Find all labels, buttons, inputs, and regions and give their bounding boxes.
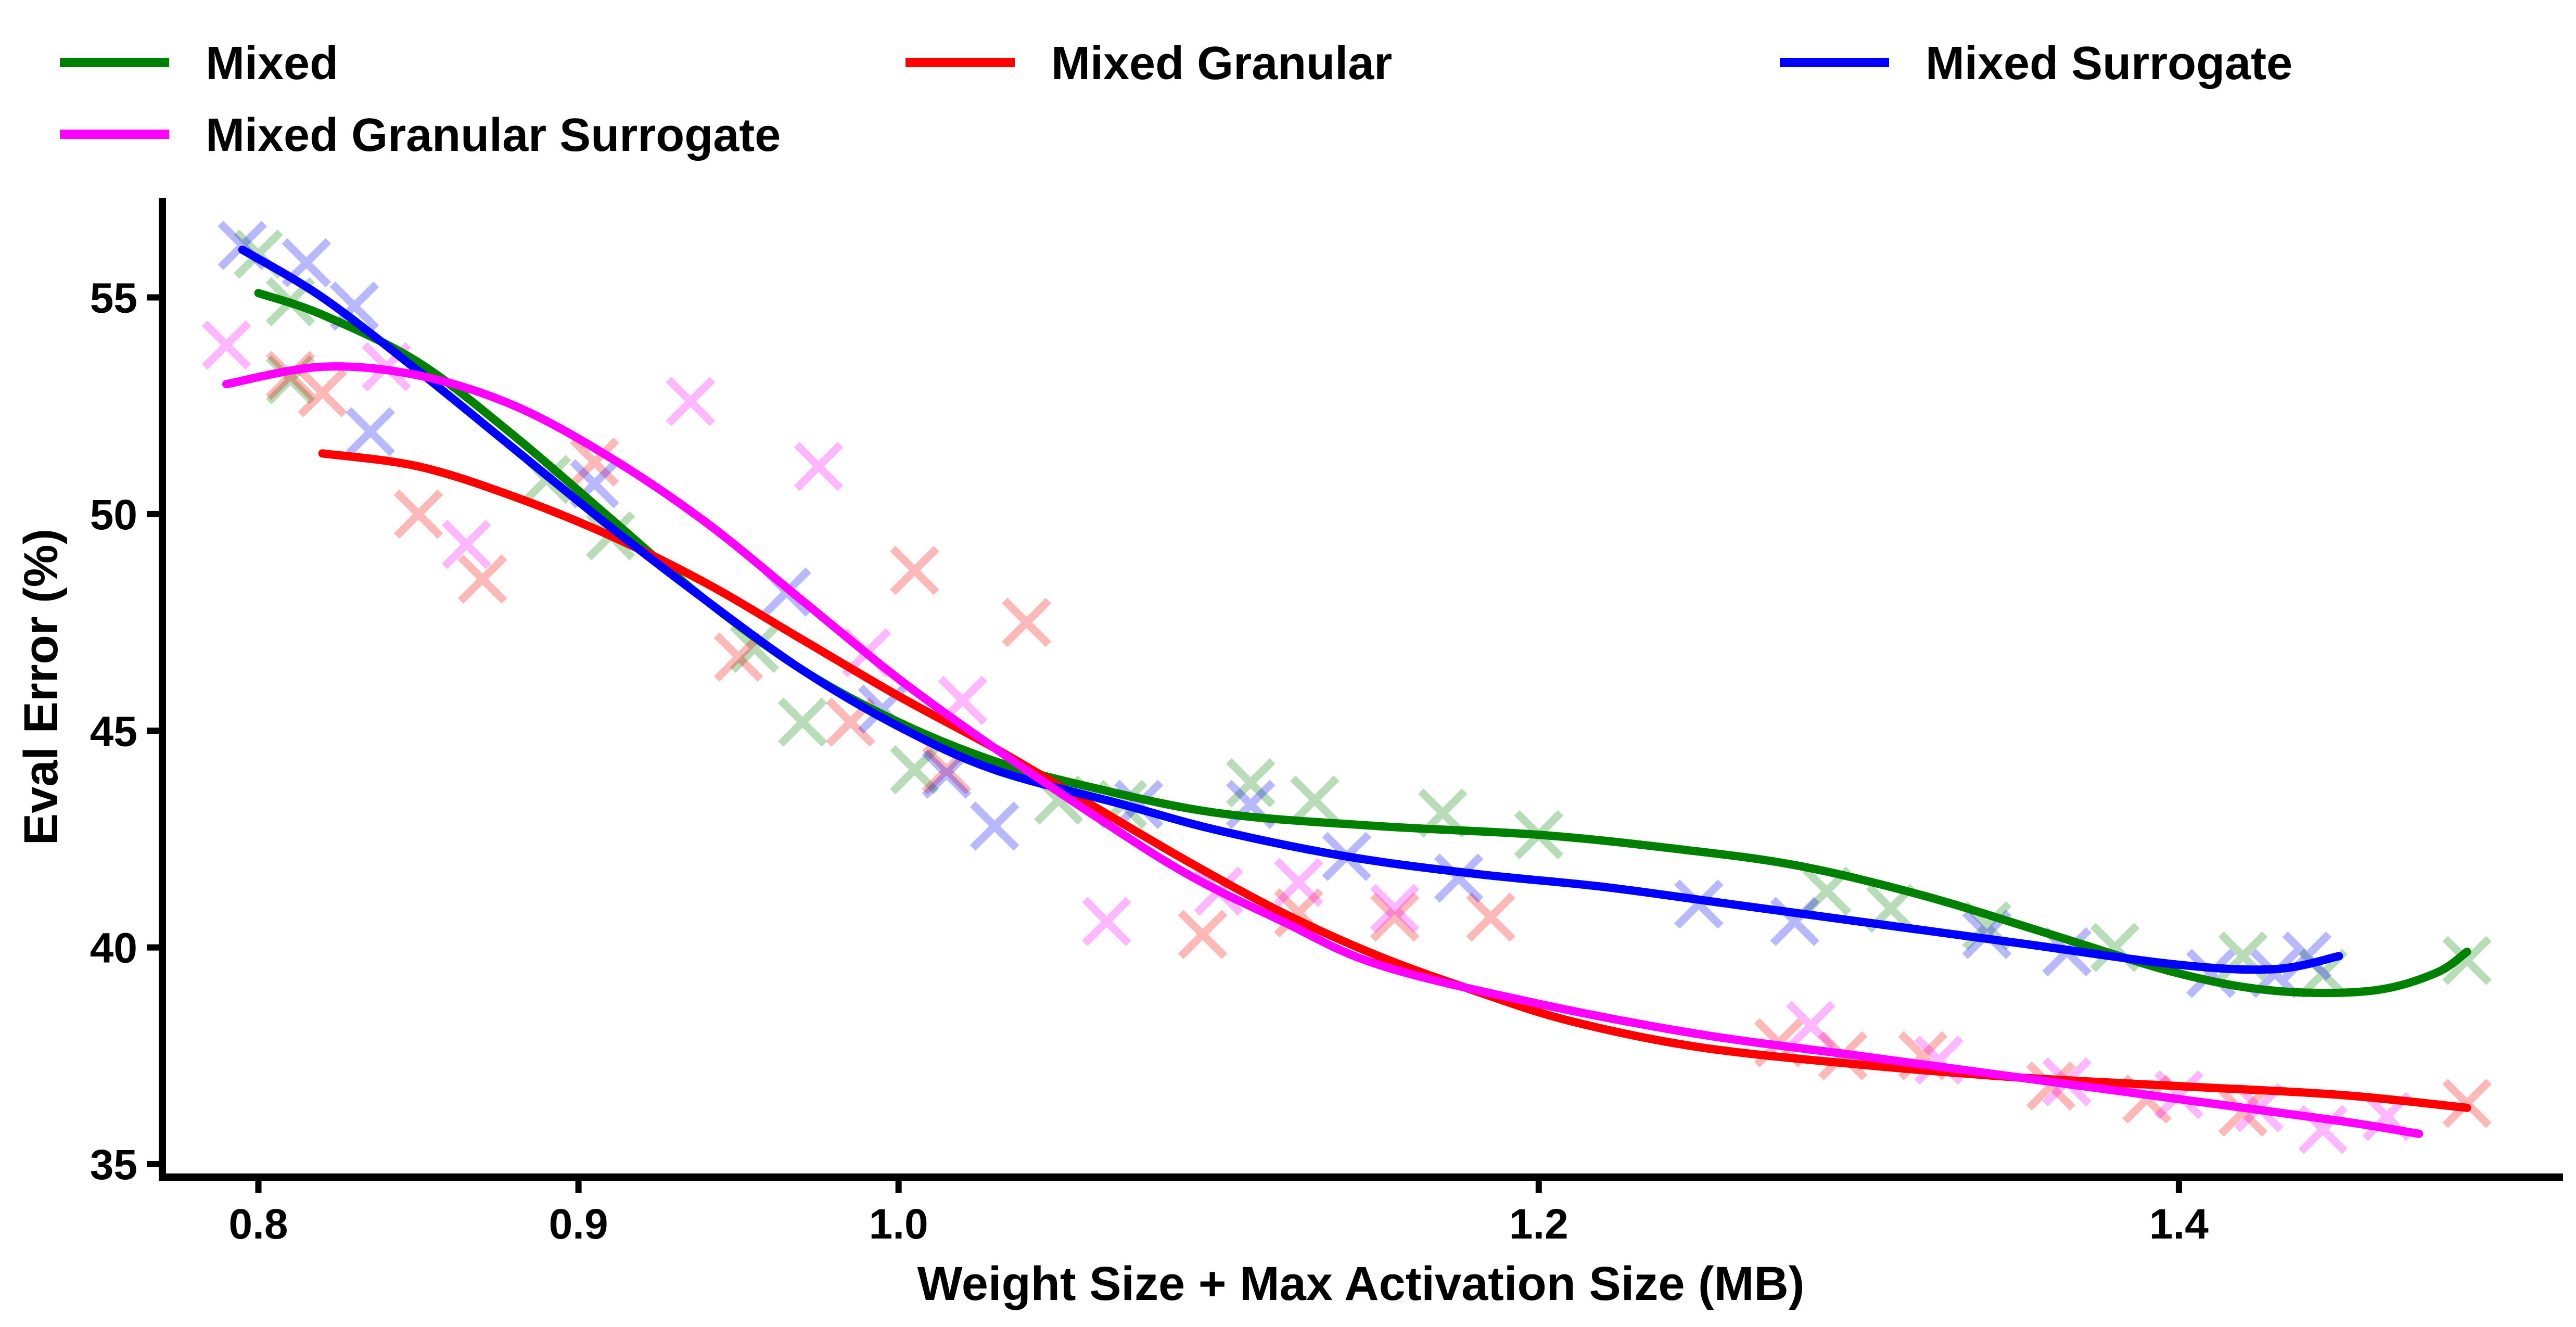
scatter-point-mixed-10 [1226, 758, 1276, 808]
x-tick-label: 1.4 [2149, 1201, 2209, 1248]
y-axis-title: Eval Error (%) [15, 529, 68, 845]
scatter-point-mixed-surrogate-12 [1434, 853, 1484, 903]
y-tick-label: 45 [90, 708, 137, 755]
y-tick-label: 35 [90, 1141, 137, 1189]
scatter-point-mixed-granular-surrogate-0 [201, 320, 251, 370]
scatter-point-mixed-11 [1290, 775, 1340, 825]
scatter-points-layer [201, 221, 2492, 1154]
x-axis-title: Weight Size + Max Activation Size (MB) [917, 1257, 1805, 1310]
x-tick-label: 0.9 [549, 1201, 608, 1248]
x-tick-label: 1.0 [869, 1201, 928, 1248]
scatter-point-mixed-granular-2 [393, 489, 443, 539]
scatter-point-mixed-granular-surrogate-11 [1786, 1001, 1835, 1050]
scatter-point-mixed-surrogate-13 [1674, 879, 1724, 929]
ticks-layer: 0.8 0.9 1.0 1.2 1.4 35 40 45 50 55 [90, 275, 2209, 1248]
legend-label-mixed-surrogate: Mixed Surrogate [1925, 37, 2292, 90]
scatter-point-mixed-granular-surrogate-2 [442, 519, 491, 569]
scatter-point-mixed-7 [890, 745, 939, 795]
scatter-point-mixed-granular-7 [890, 545, 939, 595]
legend: Mixed Mixed Granular Mixed Surrogate Mixed … [60, 37, 2292, 161]
scatter-point-mixed-granular-surrogate-4 [794, 441, 844, 491]
trend-curves-layer [222, 245, 2471, 1138]
scatter-point-mixed-granular-20 [2442, 1079, 2492, 1128]
scatter-point-mixed-granular-5 [713, 632, 763, 682]
scatter-point-mixed-5 [730, 623, 780, 673]
scatter-point-mixed-granular-surrogate-7 [1082, 897, 1131, 946]
scatter-point-mixed-granular-19 [2218, 1087, 2268, 1137]
y-tick-label: 40 [90, 925, 137, 972]
scatter-point-mixed-granular-surrogate-10 [1370, 884, 1420, 934]
scatter-point-mixed-surrogate-14 [1770, 897, 1820, 946]
curve-mixed-granular-surrogate [222, 362, 2424, 1138]
legend-label-mixed-granular-surrogate: Mixed Granular Surrogate [206, 109, 781, 161]
scatter-point-mixed-granular-surrogate-3 [666, 377, 716, 426]
legend-label-mixed: Mixed [206, 37, 338, 90]
scatter-point-mixed-granular-13 [1466, 892, 1515, 942]
scatter-point-mixed-granular-10 [1178, 910, 1228, 959]
scatter-point-mixed-granular-9 [1002, 597, 1051, 647]
scatter-point-mixed-granular-17 [2026, 1061, 2076, 1111]
scatter-point-mixed-surrogate-8 [970, 801, 1019, 851]
legend-label-mixed-granular: Mixed Granular [1051, 37, 1392, 90]
scatter-point-mixed-surrogate-3 [346, 407, 396, 456]
scatter-point-mixed-granular-1 [298, 368, 347, 418]
scatter-point-mixed-granular-surrogate-9 [1274, 858, 1323, 908]
axes-layer [159, 198, 2563, 1181]
x-tick-label: 0.8 [229, 1201, 288, 1248]
scatter-point-mixed-granular-surrogate-14 [2154, 1070, 2204, 1120]
scatter-point-mixed-granular-4 [570, 437, 619, 487]
scatter-point-mixed-granular-0 [265, 351, 315, 400]
scatter-point-mixed-20 [2442, 936, 2492, 985]
scatter-point-mixed-surrogate-9 [1114, 780, 1164, 830]
y-tick-label: 50 [90, 491, 137, 539]
curve-mixed [254, 289, 2471, 998]
scatter-point-mixed-6 [777, 697, 827, 747]
curve-mixed-surrogate [238, 245, 2343, 974]
scatter-point-mixed-granular-3 [457, 554, 507, 604]
y-tick-label: 55 [90, 275, 137, 322]
x-tick-label: 1.2 [1509, 1201, 1568, 1248]
scatter-point-mixed-granular-12 [1370, 892, 1420, 942]
